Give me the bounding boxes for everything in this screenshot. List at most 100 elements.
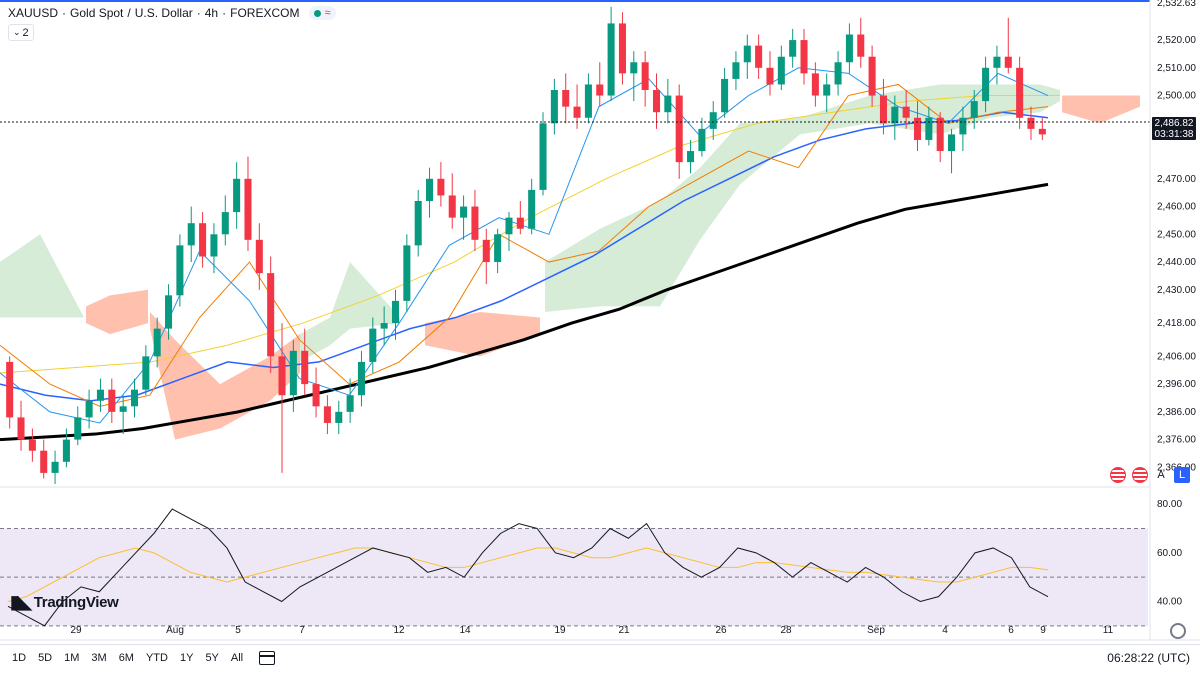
candle-down: [199, 223, 207, 257]
time-tick-label: 14: [459, 625, 471, 636]
time-tick-label: 9: [1040, 625, 1046, 636]
rsi-tick-label: 60.00: [1157, 548, 1182, 559]
cloud-bearish: [1062, 95, 1140, 124]
candle-up: [948, 134, 956, 152]
separator: ·: [222, 6, 227, 20]
candle-down: [301, 350, 309, 385]
candle-up: [834, 62, 842, 85]
candle-down: [800, 40, 808, 74]
candle-up: [777, 56, 785, 85]
candle-up: [210, 234, 218, 257]
symbol-code: XAUUSD: [8, 6, 59, 20]
candle-down: [437, 178, 445, 196]
candle-up: [369, 328, 377, 362]
candle-up: [743, 45, 751, 63]
candle-down: [267, 273, 275, 357]
current-price-value: 2,486.82: [1154, 118, 1194, 129]
cloud-bullish: [0, 234, 84, 318]
candle-down: [108, 389, 116, 412]
symbol-header[interactable]: XAUUSD · Gold Spot / U.S. Dollar · 4h · …: [8, 5, 336, 21]
settings-gear-icon[interactable]: [1170, 623, 1186, 639]
range-6m[interactable]: 6M: [118, 652, 134, 664]
market-status[interactable]: ≈: [309, 6, 336, 20]
separator: ·: [196, 6, 201, 20]
candle-down: [17, 417, 25, 440]
price-tick-label: 2,396.00: [1157, 379, 1196, 390]
data-wave-icon: ≈: [324, 7, 331, 19]
candle-up: [130, 389, 139, 407]
range-1d[interactable]: 1D: [12, 652, 27, 664]
candle-down: [471, 206, 479, 240]
range-all[interactable]: All: [230, 652, 244, 664]
candle-up: [845, 34, 853, 63]
candle-up: [357, 361, 365, 396]
range-3m[interactable]: 3M: [91, 652, 107, 664]
chevron-down-icon: ⌄: [13, 27, 21, 37]
candle-down: [811, 73, 819, 96]
time-tick-label: 29: [70, 625, 82, 636]
bar-countdown: 03:31:38: [1154, 129, 1194, 140]
candle-up: [664, 95, 672, 113]
range-ytd[interactable]: YTD: [145, 652, 168, 664]
flag-us-icon[interactable]: [1110, 467, 1126, 483]
pane-tools: A L: [1110, 467, 1190, 483]
price-tick-label: 2,406.00: [1157, 351, 1196, 362]
rsi-pane: 80.00 60.00 40.00: [0, 499, 1182, 627]
candle-up: [505, 217, 513, 235]
log-scale-button[interactable]: L: [1174, 467, 1190, 483]
tradingview-logo: ▮◣ TradingView: [10, 592, 119, 613]
market-open-icon: [314, 9, 322, 17]
candle-up: [346, 395, 354, 412]
candle-down: [255, 239, 263, 274]
candle-up: [403, 245, 411, 301]
candle-down: [618, 23, 626, 74]
candle-up: [709, 112, 717, 129]
price-tick-label: 2,500.00: [1157, 91, 1196, 102]
candle-up: [959, 117, 967, 135]
range-5d[interactable]: 5D: [38, 652, 53, 664]
indicator-count: 2: [22, 26, 29, 39]
price-tick-label: 2,520.00: [1157, 35, 1196, 46]
candle-up: [721, 78, 729, 113]
candle-up: [732, 62, 740, 79]
current-price-label: 2,486.82 03:31:38: [1152, 117, 1196, 140]
time-tick-label: 21: [618, 625, 630, 636]
candle-down: [323, 406, 331, 423]
bottom-toolbar: 1D 5D 1M 3M 6M YTD 1Y 5Y All: [0, 644, 1200, 671]
candle-up: [823, 84, 831, 96]
candle-up: [607, 23, 615, 96]
indicator-toggle-button[interactable]: ⌄ 2: [8, 24, 34, 41]
separator: /: [127, 6, 131, 20]
candle-down: [641, 62, 649, 91]
candle-up: [221, 212, 229, 235]
candle-up: [233, 178, 241, 213]
range-1y[interactable]: 1Y: [179, 652, 194, 664]
price-tick-label: 2,450.00: [1157, 229, 1196, 240]
utc-clock[interactable]: 06:28:22 (UTC): [1107, 651, 1190, 665]
range-1m[interactable]: 1M: [64, 652, 80, 664]
candle-up: [970, 101, 978, 118]
candle-down: [675, 95, 683, 163]
candle-up: [993, 56, 1001, 68]
candle-up: [96, 389, 104, 401]
candle-down: [766, 67, 774, 85]
cloud-bullish: [300, 262, 400, 362]
time-tick-label: Aug: [166, 625, 184, 636]
time-tick-label: 12: [393, 625, 405, 636]
ma-mid-line: [0, 111, 1049, 402]
candle-up: [62, 439, 70, 462]
calendar-icon[interactable]: [259, 651, 276, 665]
candle-up: [414, 200, 422, 246]
cloud-bullish: [545, 84, 1060, 312]
price-tick-label: 2,386.00: [1157, 407, 1196, 418]
candle-up: [539, 123, 547, 190]
candle-down: [1016, 67, 1024, 118]
cloud-bearish: [425, 311, 540, 357]
range-5y[interactable]: 5Y: [205, 652, 219, 664]
candle-up: [142, 356, 150, 390]
auto-scale-button[interactable]: A: [1157, 469, 1165, 481]
flag-us-icon[interactable]: [1132, 467, 1148, 483]
price-top-label: 2,532.63: [1157, 0, 1196, 9]
price-tick-label: 2,418.00: [1157, 318, 1196, 329]
